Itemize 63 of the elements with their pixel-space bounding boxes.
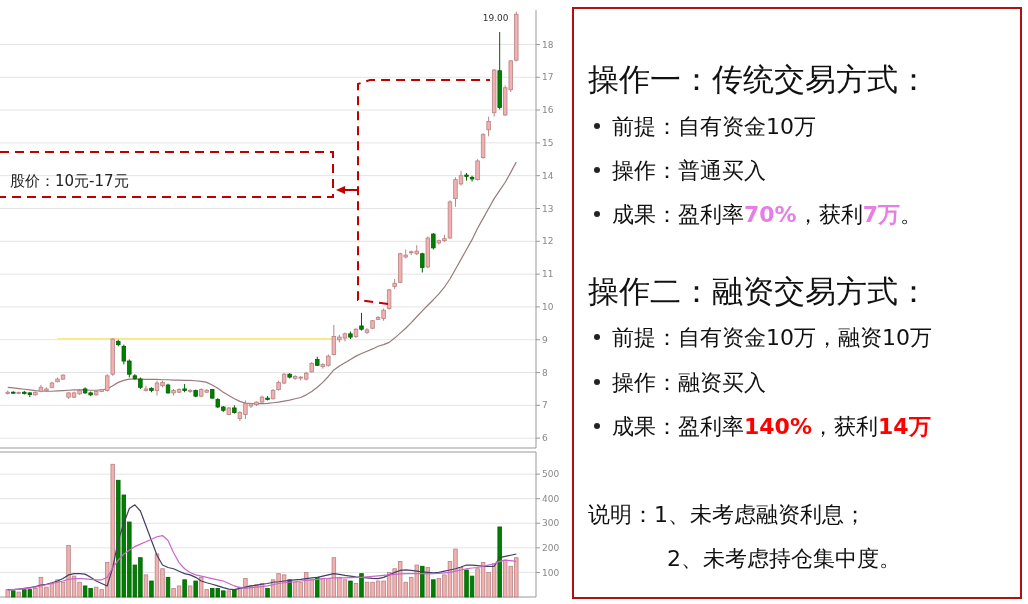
bar (232, 589, 237, 598)
text: 前提：自有资金10万，融资10万 (612, 325, 932, 350)
y-tick-label: 7 (542, 400, 548, 411)
text: 操作：普通买入 (612, 158, 766, 183)
y-tick-label: 14 (542, 170, 554, 181)
text: 14万 (877, 414, 931, 439)
y-tick-label: 400 (542, 493, 560, 504)
y-tick-label: 100 (542, 567, 560, 578)
text: 7万 (862, 202, 900, 227)
bar (187, 585, 193, 598)
text: ，获利 (811, 414, 878, 439)
bar (16, 591, 21, 598)
y-tick-label: 13 (542, 203, 554, 214)
y-tick-label: 16 (542, 105, 554, 116)
candlestick (475, 158, 480, 182)
bar (11, 590, 16, 598)
text: ，获利 (796, 202, 863, 227)
y-tick-label: 9 (542, 334, 548, 345)
bar (353, 583, 359, 598)
y-tick-label: 300 (542, 518, 560, 529)
candlestick (480, 132, 486, 160)
bar (143, 574, 149, 598)
bar (497, 526, 502, 598)
y-tick-label: 12 (542, 236, 554, 247)
y-tick-label: 11 (542, 269, 554, 280)
candlestick (143, 385, 149, 393)
annotation: 19.00 (482, 13, 509, 23)
bar (193, 580, 198, 598)
text: 操作：融资买入 (612, 370, 766, 395)
candlestick (486, 116, 491, 137)
y-tick-label: 6 (542, 433, 548, 444)
y-tick-label: 500 (542, 469, 560, 480)
bar (226, 590, 232, 598)
bar (348, 580, 353, 598)
bar (420, 565, 425, 598)
line-series (7, 534, 517, 591)
bar (359, 573, 364, 598)
text: 140% (744, 414, 812, 439)
candlestick (469, 175, 475, 183)
y-tick-label: 17 (542, 72, 554, 83)
text: 成果：盈利率 (612, 202, 744, 227)
y-tick-label: 200 (542, 543, 560, 553)
bar (431, 579, 436, 598)
bar (5, 589, 10, 598)
bar (265, 588, 270, 598)
y-tick-label: 10 (542, 302, 554, 313)
text: 操作二：融资交易方式： (588, 273, 929, 309)
bar (182, 579, 187, 598)
bar (425, 567, 431, 598)
y-tick-label: 8 (542, 367, 548, 378)
text: 说明：1、未考虑融资利息； (588, 502, 866, 527)
bar (165, 576, 171, 598)
y-tick-label: 18 (542, 39, 554, 50)
text: 前提：自有资金10万 (612, 114, 816, 139)
text: 操作一：传统交易方式： (588, 61, 929, 97)
text: 2、未考虑持仓集中度。 (667, 546, 901, 571)
bar (149, 580, 154, 598)
text: 成果：盈利率 (612, 414, 744, 439)
text: 70% (744, 202, 797, 227)
candlestick (187, 388, 193, 394)
y-tick-label: 15 (542, 138, 554, 149)
annotation: 股价：10元-17元 (10, 172, 129, 190)
text: 。 (899, 202, 922, 227)
